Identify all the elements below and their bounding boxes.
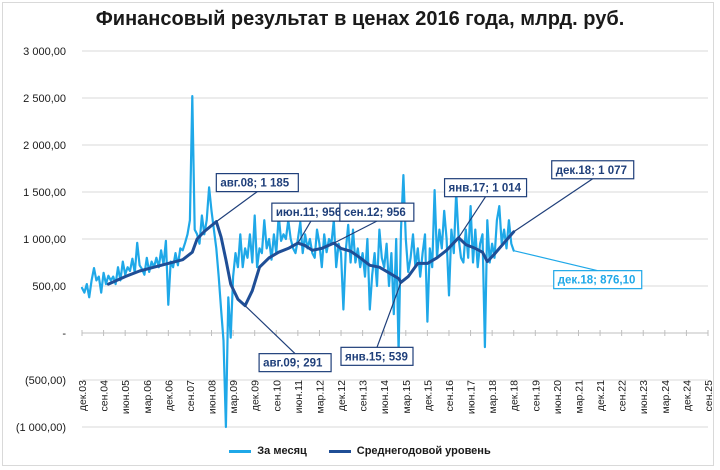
- x-tick-label: дек.18: [509, 380, 521, 411]
- annotation-leader: [513, 178, 594, 233]
- annotation-label: дек.18; 1 077: [556, 165, 627, 177]
- legend: За месяц Среднегодовой уровень: [0, 445, 720, 457]
- x-tick-label: сен.10: [271, 380, 283, 412]
- annotation-label: авг.08; 1 185: [220, 178, 289, 190]
- annotation-box: [258, 353, 332, 373]
- x-tick-label: мар.18: [487, 380, 499, 414]
- x-axis-ticks: дек.03 сен.04 июн.05 мар.06 дек.06 сен.07 июн.…: [77, 330, 715, 414]
- annotation-box: [215, 173, 299, 193]
- y-tick-label: 2 000,00: [23, 140, 66, 152]
- annotation-leader: [458, 196, 487, 239]
- annotation-box: [553, 270, 643, 290]
- x-tick-label: сен.25: [703, 380, 715, 412]
- annotation-callout: дек.18; 1 077: [513, 160, 635, 233]
- x-tick-label: мар.09: [228, 380, 240, 414]
- annotation-box: [339, 202, 415, 222]
- annotation-label: июн.11; 956: [276, 207, 341, 219]
- x-tick-label: мар.21: [573, 380, 585, 414]
- x-tick-label: сен.16: [444, 380, 456, 412]
- annotation-label: авг.09; 291: [263, 358, 323, 370]
- x-tick-label: сен.04: [99, 380, 111, 412]
- x-tick-label: дек.03: [77, 380, 89, 411]
- y-tick-label: (500,00): [25, 375, 66, 387]
- x-tick-label: мар.15: [401, 380, 413, 414]
- x-tick-label: июн.20: [552, 380, 564, 414]
- x-tick-label: дек.12: [336, 380, 348, 411]
- x-tick-label: июн.17: [466, 380, 478, 414]
- grid-lines: [82, 50, 708, 428]
- y-tick-label: (1 000,00): [16, 422, 66, 434]
- annotation-label: янв.17; 1 014: [449, 183, 522, 195]
- chart-frame: [2, 2, 714, 466]
- x-tick-label: сен.13: [358, 380, 370, 412]
- annotation-leader: [297, 220, 312, 244]
- annotation-callout: июн.11; 956: [271, 202, 351, 244]
- y-tick-label: 1 000,00: [23, 234, 66, 246]
- annotation-box: [443, 178, 528, 198]
- annotation-box: [340, 346, 414, 366]
- annotation-callout: авг.09; 291: [244, 305, 332, 373]
- y-tick-label: 3 000,00: [23, 46, 66, 58]
- y-tick-label: -: [62, 328, 66, 340]
- series-layer: [80, 95, 516, 429]
- x-tick-label: сен.22: [617, 380, 629, 412]
- x-tick-label: июн.11: [293, 380, 305, 414]
- x-tick-label: сен.19: [530, 380, 542, 412]
- annotation-callout: янв.17; 1 014: [443, 178, 528, 239]
- annotation-leader: [333, 220, 378, 244]
- legend-label-monthly: За месяц: [257, 445, 307, 457]
- x-tick-label: мар.06: [142, 380, 154, 414]
- annotation-leader: [215, 191, 258, 223]
- x-tick-label: сен.07: [185, 380, 197, 412]
- annotation-callout: дек.18; 876,10: [513, 250, 643, 290]
- x-tick-label: мар.12: [314, 380, 326, 414]
- annotation-callout: сен.12; 956: [333, 202, 415, 244]
- series-line-monthly: [80, 95, 515, 429]
- x-tick-label: дек.24: [681, 380, 693, 411]
- annotation-leader: [513, 250, 598, 272]
- x-tick-label: июн.05: [120, 380, 132, 414]
- x-tick-label: июн.23: [638, 380, 650, 414]
- legend-swatch-monthly: [229, 449, 252, 453]
- annotation-label: янв.15; 539: [345, 351, 408, 363]
- chart-title: Финансовый результат в ценах 2016 года, …: [95, 8, 625, 30]
- annotation-label: дек.18; 876,10: [558, 275, 636, 287]
- x-tick-label: мар.24: [660, 380, 672, 414]
- x-tick-label: июн.14: [379, 380, 391, 414]
- legend-label-average: Среднегодовой уровень: [356, 445, 491, 457]
- legend-item-average: Среднегодовой уровень: [328, 445, 491, 457]
- y-tick-label: 1 500,00: [23, 187, 66, 199]
- annotation-leader: [244, 305, 296, 355]
- x-tick-label: июн.08: [207, 380, 219, 414]
- legend-item-monthly: За месяц: [229, 445, 307, 457]
- x-tick-label: дек.15: [422, 380, 434, 411]
- y-tick-label: 500,00: [32, 281, 66, 293]
- x-tick-label: дек.21: [595, 380, 607, 411]
- annotation-leader: [376, 282, 402, 348]
- annotation-callout: янв.15; 539: [340, 282, 414, 366]
- annotation-box: [551, 160, 635, 180]
- annotations-layer: авг.08; 1 185 июн.11; 956 сен.12; 956 янв.1…: [215, 160, 643, 373]
- x-tick-label: дек.06: [163, 380, 175, 411]
- x-tick-label: дек.09: [250, 380, 262, 411]
- series-line-average: [106, 220, 516, 308]
- annotation-callout: авг.08; 1 185: [215, 173, 299, 223]
- annotation-label: сен.12; 956: [344, 207, 406, 219]
- y-axis-ticks: 3 000,00 2 500,00 2 000,00 1 500,00 1 000,00…: [16, 46, 66, 434]
- legend-swatch-average: [328, 449, 351, 453]
- y-tick-label: 2 500,00: [23, 93, 66, 105]
